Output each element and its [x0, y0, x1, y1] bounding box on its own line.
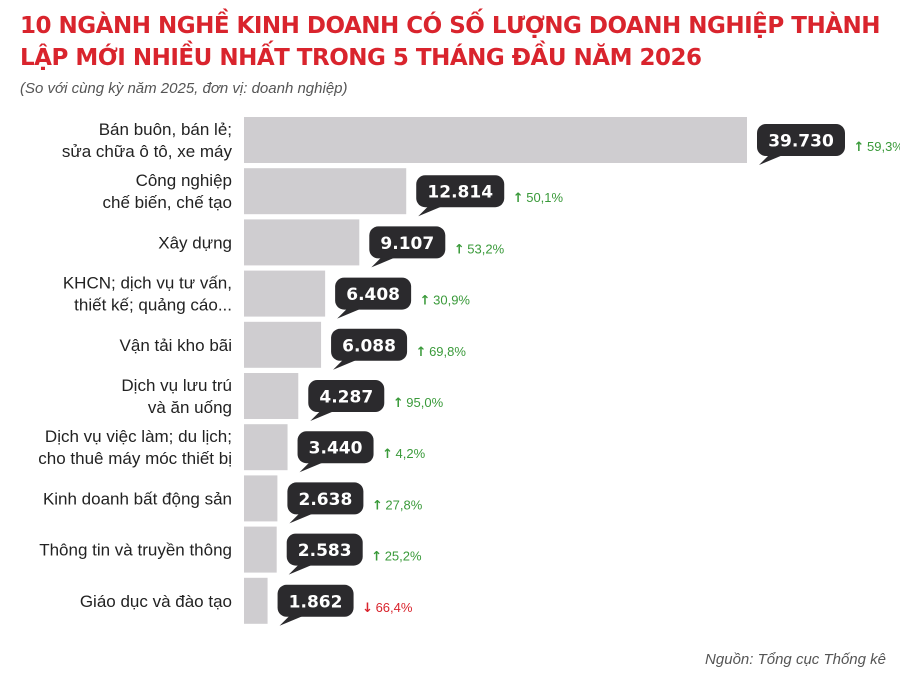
value-label: 6.408 — [346, 285, 400, 305]
bar — [244, 424, 288, 471]
arrow-up-icon: ↑ — [420, 294, 431, 309]
category-label: Kinh doanh bất động sản — [43, 489, 232, 508]
value-label: 2.638 — [299, 490, 353, 510]
category-label-line: Công nghiệp — [136, 171, 232, 190]
value-badge — [416, 175, 505, 208]
category-label: Vận tải kho bãi — [120, 336, 232, 355]
arrow-up-icon: ↑ — [854, 140, 865, 155]
value-label: 12.814 — [427, 183, 493, 203]
value-badge — [277, 584, 354, 617]
category-label: Xây dựng — [158, 233, 232, 252]
value-badge — [308, 380, 385, 412]
value-badge — [757, 124, 845, 156]
value-label: 6.088 — [342, 336, 396, 356]
category-label: Dịch vụ việc làm; du lịch; cho thuê máy m… — [38, 427, 232, 468]
value-badge-tail — [288, 564, 313, 575]
category-label-line: KHCN; dịch vụ tư vấn, — [63, 274, 232, 293]
value-badge-tail — [279, 615, 304, 626]
bar — [244, 117, 747, 163]
value-label: 2.583 — [298, 541, 352, 561]
value-badge — [286, 533, 363, 566]
category-label-line: thiết kế; quảng cáo... — [74, 296, 232, 315]
bar — [244, 270, 326, 317]
change-label: 95,0% — [406, 395, 443, 410]
category-label-line: Dịch vụ lưu trú — [121, 376, 232, 395]
category-label-line: Thông tin và truyền thông — [39, 541, 232, 560]
value-badge — [335, 277, 412, 310]
category-label: Bán buôn, bán lẻ; sửa chữa ô tô, xe máy — [62, 120, 233, 161]
change-label: 4,2% — [396, 446, 426, 461]
change-label: 30,9% — [433, 293, 470, 308]
value-label: 4.287 — [319, 388, 373, 408]
value-badge-tail — [759, 155, 783, 165]
arrow-down-icon: ↓ — [362, 601, 373, 616]
change-label: 27,8% — [385, 497, 422, 512]
category-label-line: Giáo dục và đào tạo — [80, 592, 232, 611]
change-label: 69,8% — [429, 344, 466, 359]
bar — [244, 219, 360, 266]
value-badge — [369, 226, 446, 259]
arrow-up-icon: ↑ — [393, 396, 404, 411]
bar — [244, 168, 407, 215]
category-label: Giáo dục và đào tạo — [80, 592, 232, 611]
category-label-line: sửa chữa ô tô, xe máy — [62, 142, 233, 161]
bar — [244, 475, 278, 522]
arrow-up-icon: ↑ — [454, 242, 465, 257]
category-label-line: chế biến, chế tạo — [103, 193, 232, 212]
bar — [244, 526, 277, 573]
category-label-line: Vận tải kho bãi — [120, 336, 232, 355]
value-badge — [297, 431, 374, 464]
bar — [244, 321, 322, 368]
category-label-line: Bán buôn, bán lẻ; — [99, 120, 232, 139]
change-label: 53,2% — [467, 241, 504, 256]
bar — [244, 373, 299, 419]
arrow-up-icon: ↑ — [382, 447, 393, 462]
value-label: 3.440 — [309, 439, 363, 459]
chart-title: 10 NGÀNH NGHỀ KINH DOANH CÓ SỐ LƯỢNG DOA… — [20, 13, 881, 71]
value-badge — [331, 328, 408, 361]
change-label: 59,3% — [867, 139, 900, 154]
bar — [244, 577, 268, 624]
value-badge-tail — [371, 257, 396, 268]
arrow-up-icon: ↑ — [513, 191, 524, 206]
category-label: Công nghiệp chế biến, chế tạo — [103, 171, 232, 212]
category-label: Thông tin và truyền thông — [39, 541, 232, 560]
source-note: Nguồn: Tổng cục Thống kê — [705, 651, 886, 668]
value-label: 9.107 — [380, 234, 434, 254]
change-label: 66,4% — [376, 600, 413, 615]
arrow-up-icon: ↑ — [416, 345, 427, 360]
arrow-up-icon: ↑ — [371, 550, 382, 565]
category-label-line: Xây dựng — [158, 233, 232, 252]
category-label-line: và ăn uống — [148, 398, 232, 417]
category-label-line: Kinh doanh bất động sản — [43, 489, 232, 508]
value-badge-tail — [337, 308, 362, 319]
value-badge-tail — [289, 513, 314, 524]
value-badge-tail — [418, 206, 443, 217]
value-badge-tail — [310, 411, 335, 421]
chart-subtitle: (So với cùng kỳ năm 2025, đơn vị: doanh … — [20, 80, 348, 97]
arrow-up-icon: ↑ — [372, 498, 383, 513]
value-badge-tail — [333, 359, 358, 370]
value-label: 1.862 — [289, 592, 343, 612]
category-label: Dịch vụ lưu trú và ăn uống — [121, 376, 232, 417]
value-badge — [287, 482, 364, 515]
change-label: 25,2% — [385, 549, 422, 564]
value-badge-tail — [299, 462, 324, 473]
change-label: 50,1% — [526, 190, 563, 205]
category-label: KHCN; dịch vụ tư vấn, thiết kế; quảng cáo… — [63, 274, 232, 315]
category-label-line: Dịch vụ việc làm; du lịch; — [45, 427, 232, 446]
value-label: 39.730 — [768, 132, 834, 152]
category-label-line: cho thuê máy móc thiết bị — [38, 449, 232, 468]
